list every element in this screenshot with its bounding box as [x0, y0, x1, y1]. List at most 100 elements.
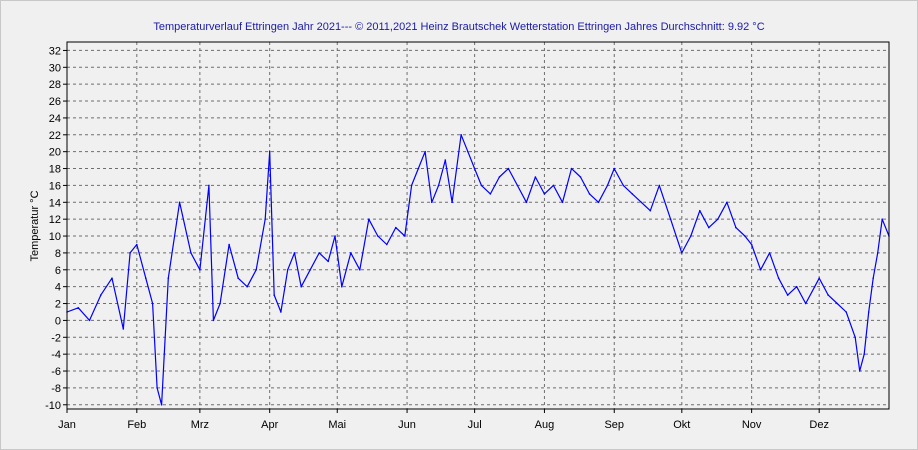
data-point: [395, 226, 397, 229]
data-point: [151, 302, 154, 305]
data-point: [507, 167, 510, 170]
y-tick-label: 2: [55, 299, 61, 311]
data-point: [327, 260, 330, 263]
data-point: [640, 201, 643, 204]
data-point: [669, 218, 672, 220]
x-tick-label: Dez: [809, 419, 829, 431]
data-point: [293, 252, 296, 254]
y-tick-label: -10: [45, 400, 61, 412]
data-point: [309, 269, 312, 271]
data-point: [199, 269, 201, 271]
data-point: [750, 243, 753, 246]
y-tick-label: 26: [49, 96, 61, 108]
data-point: [759, 269, 762, 271]
data-point: [451, 201, 453, 204]
x-tick-label: Jan: [58, 419, 76, 431]
plot-border: [66, 41, 890, 410]
y-tick-label: 20: [49, 147, 61, 159]
y-tick-label: 8: [55, 248, 61, 260]
x-tick-label: Mai: [328, 419, 346, 431]
data-point: [473, 167, 476, 170]
x-tick-label: Aug: [535, 419, 555, 431]
data-point: [334, 235, 336, 237]
y-tick-label: 22: [49, 130, 61, 142]
data-point: [525, 201, 528, 204]
data-point: [417, 167, 420, 170]
y-tick-label: 12: [49, 214, 61, 226]
data-point: [286, 269, 289, 271]
data-point: [368, 218, 370, 220]
data-point: [219, 302, 221, 305]
data-point: [273, 294, 276, 296]
x-tick-label: Okt: [673, 419, 690, 431]
y-tick-label: 32: [49, 45, 61, 57]
data-point: [570, 167, 573, 170]
data-point: [726, 201, 728, 204]
data-point: [88, 319, 91, 322]
data-point: [622, 184, 625, 187]
data-point: [827, 294, 829, 296]
x-tick-label: Feb: [127, 419, 146, 431]
x-tick-label: Nov: [742, 419, 762, 431]
data-point: [735, 226, 737, 229]
data-point: [424, 150, 426, 153]
data-point: [341, 285, 343, 288]
data-point: [588, 193, 591, 195]
data-point: [129, 252, 131, 254]
data-point: [156, 387, 158, 389]
y-tick-label: 10: [49, 231, 61, 243]
data-point: [208, 184, 210, 187]
data-point: [318, 252, 321, 254]
data-point: [552, 184, 555, 187]
y-tick-label: 30: [49, 62, 61, 74]
data-point: [795, 285, 798, 288]
y-tick-label: 18: [49, 164, 61, 176]
data-point: [597, 201, 600, 204]
data-point: [237, 277, 239, 280]
data-point: [178, 201, 181, 204]
data-point: [280, 311, 282, 313]
data-point: [410, 184, 413, 187]
y-tick-label: 24: [49, 113, 61, 125]
data-point: [431, 201, 433, 204]
x-tick-label: Sep: [604, 419, 624, 431]
y-tick-label: -6: [51, 366, 61, 378]
data-point: [516, 184, 519, 187]
y-tick-label: 28: [49, 79, 61, 91]
data-point: [872, 277, 874, 280]
data-point: [818, 277, 820, 280]
data-point: [813, 285, 816, 288]
data-point: [717, 218, 719, 220]
y-tick-label: -2: [51, 332, 61, 344]
y-tick-label: 16: [49, 180, 61, 192]
data-point: [246, 285, 248, 288]
data-point: [264, 218, 267, 220]
data-point: [777, 277, 780, 280]
data-point: [212, 319, 215, 322]
y-tick-label: 4: [55, 282, 61, 294]
data-point: [768, 252, 771, 254]
data-point: [876, 252, 879, 254]
data-point: [854, 336, 856, 339]
data-point: [122, 328, 125, 330]
y-tick-label: -8: [51, 383, 61, 395]
data-point: [863, 353, 865, 356]
data-point: [350, 252, 352, 254]
data-point: [460, 134, 462, 136]
data-point: [111, 277, 113, 280]
data-point: [480, 184, 483, 187]
data-point: [649, 209, 652, 212]
data-point: [613, 167, 615, 170]
data-point: [845, 311, 847, 313]
data-point: [444, 159, 447, 161]
data-point: [804, 302, 807, 305]
data-point: [744, 235, 746, 237]
data-point: [658, 184, 661, 187]
data-point: [136, 243, 138, 246]
data-point: [681, 252, 683, 254]
data-point: [167, 277, 170, 280]
data-point: [160, 404, 163, 406]
